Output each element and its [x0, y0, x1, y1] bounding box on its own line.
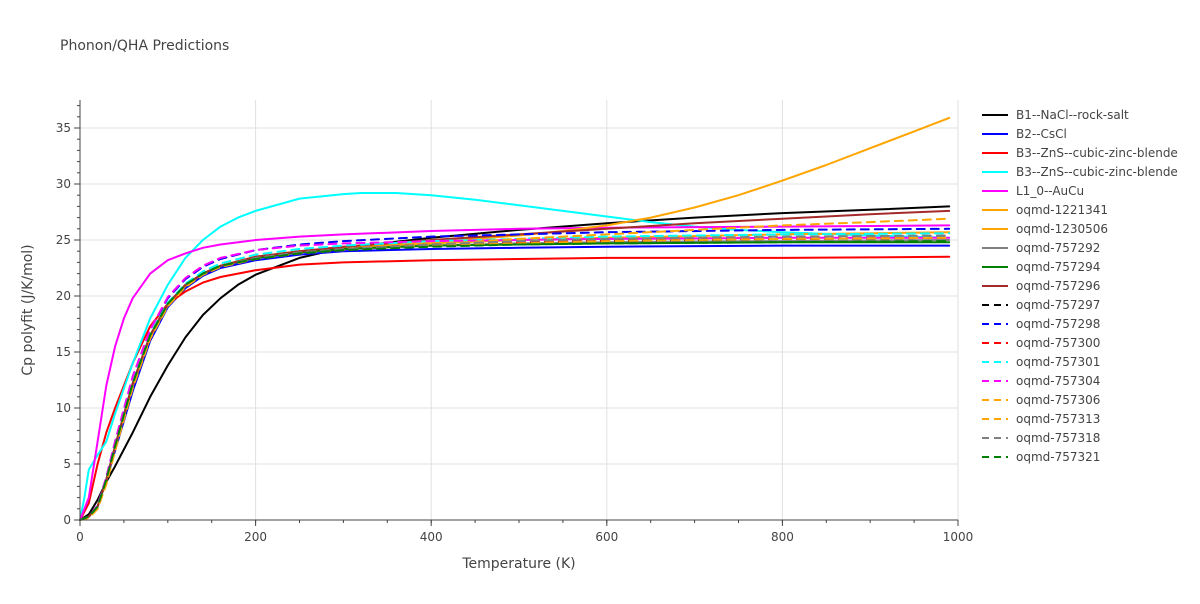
legend-label: oqmd-757297: [1016, 298, 1100, 312]
grid: [80, 100, 959, 520]
x-tick-label: 200: [244, 530, 267, 544]
series-line-oqmd-757313-16: [79, 217, 951, 521]
legend-item[interactable]: oqmd-757297: [982, 298, 1100, 312]
legend-label: oqmd-757321: [1016, 450, 1100, 464]
series-line-oqmd-757298-11: [79, 227, 951, 521]
series-line-b1-nacl-rock-salt-0: [79, 205, 951, 521]
legend-label: oqmd-1221341: [1016, 203, 1108, 217]
x-tick-label: 600: [595, 530, 618, 544]
x-tick-label: 0: [76, 530, 84, 544]
y-axis-title: Cp polyfit (J/K/mol): [20, 244, 36, 375]
x-axis-title: Temperature (K): [461, 556, 575, 572]
legend-label: oqmd-757301: [1016, 355, 1100, 369]
legend-item[interactable]: oqmd-1221341: [982, 203, 1108, 217]
legend-item[interactable]: oqmd-757321: [982, 450, 1100, 464]
y-tick-label: 35: [56, 121, 71, 135]
y-tick-label: 5: [63, 457, 71, 471]
legend-item[interactable]: B3--ZnS--cubic-zinc-blende: [982, 146, 1178, 160]
x-tick-label: 1000: [943, 530, 974, 544]
series-line-oqmd-757304-14: [79, 236, 951, 521]
legend-item[interactable]: oqmd-757298: [982, 317, 1100, 331]
legend-label: L1_0--AuCu: [1016, 184, 1084, 198]
legend-label: oqmd-757300: [1016, 336, 1100, 350]
legend-item[interactable]: oqmd-757304: [982, 374, 1100, 388]
axes: 0 200 400 600 800 1000 0 5 10 15 20 25 30 35: [56, 100, 974, 544]
legend-item[interactable]: oqmd-757301: [982, 355, 1100, 369]
legend-item[interactable]: oqmd-757313: [982, 412, 1100, 426]
series-line-l1-0-aucu-4: [79, 224, 951, 521]
legend-label: B2--CsCl: [1016, 127, 1067, 141]
legend-label: oqmd-757296: [1016, 279, 1100, 293]
legend-label: oqmd-757306: [1016, 393, 1100, 407]
legend-label: oqmd-757292: [1016, 241, 1100, 255]
legend-label: oqmd-757298: [1016, 317, 1100, 331]
legend-label: oqmd-757304: [1016, 374, 1100, 388]
legend-label: oqmd-757294: [1016, 260, 1100, 274]
y-tick-label: 30: [56, 177, 71, 191]
legend-item[interactable]: B1--NaCl--rock-salt: [982, 108, 1129, 122]
legend-item[interactable]: oqmd-757318: [982, 431, 1100, 445]
legend-item[interactable]: B2--CsCl: [982, 127, 1067, 141]
legend-label: oqmd-757313: [1016, 412, 1100, 426]
legend-item[interactable]: oqmd-757300: [982, 336, 1100, 350]
series-line-b3-zns-cubic-zinc-blende-3: [79, 192, 951, 521]
legend-item[interactable]: oqmd-1230506: [982, 222, 1108, 236]
legend-label: B1--NaCl--rock-salt: [1016, 108, 1129, 122]
legend-item[interactable]: L1_0--AuCu: [982, 184, 1084, 198]
y-tick-label: 20: [56, 289, 71, 303]
legend-label: B3--ZnS--cubic-zinc-blende: [1016, 146, 1178, 160]
legend-item[interactable]: oqmd-757296: [982, 279, 1100, 293]
plot-area: [79, 116, 951, 521]
series-line-b3-zns-cubic-zinc-blende-2: [79, 255, 951, 521]
legend-label: oqmd-1230506: [1016, 222, 1108, 236]
legend[interactable]: B1--NaCl--rock-salt B2--CsCl B3--ZnS--cubi…: [982, 108, 1178, 464]
chart-title: Phonon/QHA Predictions: [60, 38, 229, 54]
legend-label: B3--ZnS--cubic-zinc-blende: [1016, 165, 1178, 179]
legend-item[interactable]: oqmd-757292: [982, 241, 1100, 255]
legend-item[interactable]: B3--ZnS--cubic-zinc-blende: [982, 165, 1178, 179]
legend-item[interactable]: oqmd-757294: [982, 260, 1100, 274]
x-tick-label: 800: [771, 530, 794, 544]
y-tick-label: 25: [56, 233, 71, 247]
legend-item[interactable]: oqmd-757306: [982, 393, 1100, 407]
series-line-oqmd-757321-18: [79, 240, 951, 521]
legend-label: oqmd-757318: [1016, 431, 1100, 445]
y-tick-label: 15: [56, 345, 71, 359]
y-tick-label: 0: [63, 513, 71, 527]
x-tick-label: 400: [420, 530, 443, 544]
y-tick-label: 10: [56, 401, 71, 415]
